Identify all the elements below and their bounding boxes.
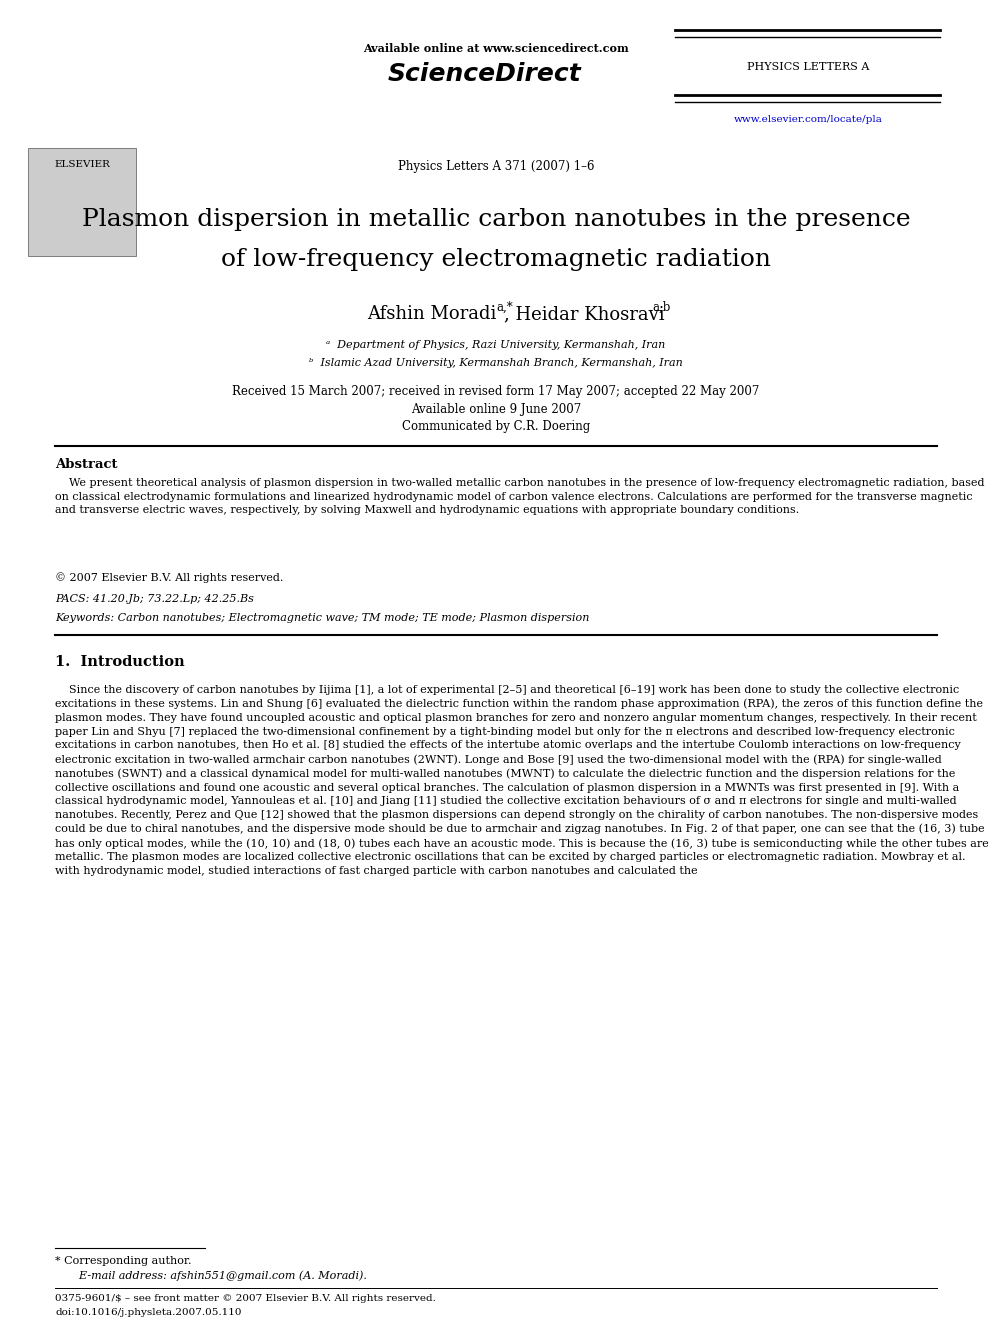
Text: Physics Letters A 371 (2007) 1–6: Physics Letters A 371 (2007) 1–6 bbox=[398, 160, 594, 173]
Text: ᵇ  Islamic Azad University, Kermanshah Branch, Kermanshah, Iran: ᵇ Islamic Azad University, Kermanshah Br… bbox=[310, 359, 682, 368]
Text: PACS: 41.20.Jb; 73.22.Lp; 42.25.Bs: PACS: 41.20.Jb; 73.22.Lp; 42.25.Bs bbox=[55, 594, 254, 605]
Text: a,b: a,b bbox=[652, 302, 671, 314]
Text: 1.  Introduction: 1. Introduction bbox=[55, 655, 185, 669]
Text: of low-frequency electromagnetic radiation: of low-frequency electromagnetic radiati… bbox=[221, 247, 771, 271]
Text: , Heidar Khosravi: , Heidar Khosravi bbox=[504, 306, 665, 323]
Text: Keywords: Carbon nanotubes; Electromagnetic wave; TM mode; TE mode; Plasmon disp: Keywords: Carbon nanotubes; Electromagne… bbox=[55, 613, 589, 623]
Text: Since the discovery of carbon nanotubes by Iijima [1], a lot of experimental [2–: Since the discovery of carbon nanotubes … bbox=[55, 685, 989, 876]
Text: Afshin Moradi: Afshin Moradi bbox=[367, 306, 496, 323]
Text: ELSEVIER: ELSEVIER bbox=[54, 160, 110, 169]
Text: www.elsevier.com/locate/pla: www.elsevier.com/locate/pla bbox=[733, 115, 883, 124]
Text: Available online at www.sciencedirect.com: Available online at www.sciencedirect.co… bbox=[363, 44, 629, 54]
Text: a,*: a,* bbox=[496, 302, 513, 314]
Bar bbox=[28, 148, 136, 255]
Text: ᵃ  Department of Physics, Razi University, Kermanshah, Iran: ᵃ Department of Physics, Razi University… bbox=[326, 340, 666, 351]
Text: Received 15 March 2007; received in revised form 17 May 2007; accepted 22 May 20: Received 15 March 2007; received in revi… bbox=[232, 385, 760, 398]
Text: ScienceDirect: ScienceDirect bbox=[387, 62, 581, 86]
Text: Plasmon dispersion in metallic carbon nanotubes in the presence: Plasmon dispersion in metallic carbon na… bbox=[81, 208, 911, 232]
Text: Communicated by C.R. Doering: Communicated by C.R. Doering bbox=[402, 419, 590, 433]
Text: Available online 9 June 2007: Available online 9 June 2007 bbox=[411, 404, 581, 415]
Text: © 2007 Elsevier B.V. All rights reserved.: © 2007 Elsevier B.V. All rights reserved… bbox=[55, 572, 284, 582]
Text: We present theoretical analysis of plasmon dispersion in two-walled metallic car: We present theoretical analysis of plasm… bbox=[55, 478, 984, 515]
Text: E-mail address: afshin551@gmail.com (A. Moradi).: E-mail address: afshin551@gmail.com (A. … bbox=[65, 1270, 367, 1281]
Text: PHYSICS LETTERS A: PHYSICS LETTERS A bbox=[747, 62, 869, 71]
Text: Abstract: Abstract bbox=[55, 458, 117, 471]
Text: doi:10.1016/j.physleta.2007.05.110: doi:10.1016/j.physleta.2007.05.110 bbox=[55, 1308, 241, 1316]
Text: * Corresponding author.: * Corresponding author. bbox=[55, 1256, 191, 1266]
Text: 0375-9601/$ – see front matter © 2007 Elsevier B.V. All rights reserved.: 0375-9601/$ – see front matter © 2007 El… bbox=[55, 1294, 435, 1303]
